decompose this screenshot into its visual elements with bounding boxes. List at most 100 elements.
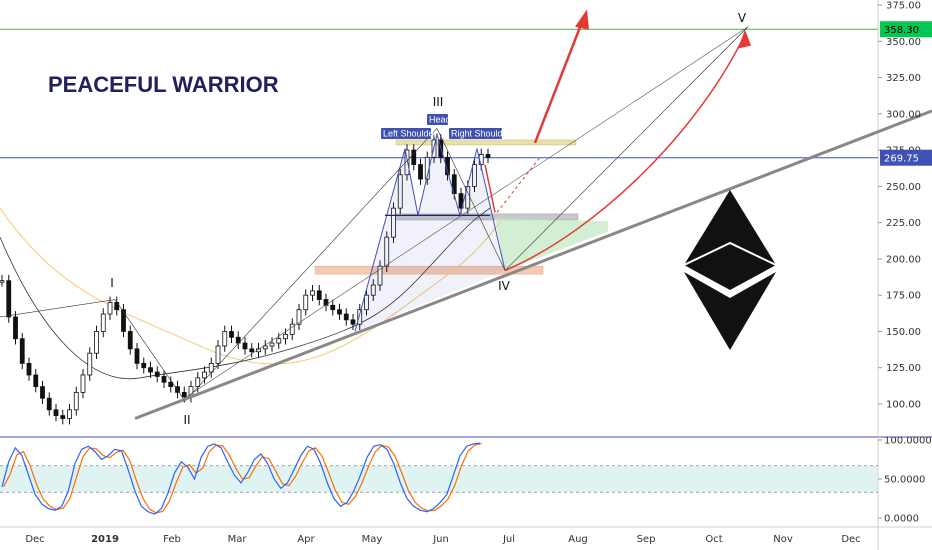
candle-body xyxy=(195,377,201,387)
ethereum-logo-top xyxy=(684,190,776,290)
candle-body xyxy=(26,362,32,376)
candle-body xyxy=(249,348,255,353)
pattern-tag-bg xyxy=(427,114,448,125)
candle-body xyxy=(19,338,25,364)
candle-body xyxy=(256,348,261,353)
stoch-tick-100.0000: 100.0000 xyxy=(884,436,932,447)
candle-body xyxy=(134,348,140,364)
x-tick-4: Apr xyxy=(297,534,315,545)
projection-curve xyxy=(504,33,746,272)
candle-body xyxy=(127,331,133,350)
candle-body xyxy=(13,316,18,340)
y-tick-225.00: 225.00 xyxy=(886,218,921,229)
target-zone xyxy=(495,218,608,271)
candle-body xyxy=(411,149,417,166)
candle-body xyxy=(357,309,363,325)
breakout-arrow xyxy=(533,19,585,144)
candle-body xyxy=(289,323,295,335)
candle-body xyxy=(46,397,52,411)
pattern-tag-2: Right Shoulder xyxy=(451,129,511,139)
wave-label-III: III xyxy=(433,95,444,109)
head-shoulders-pattern xyxy=(354,132,506,332)
y-tick-150.00: 150.00 xyxy=(886,327,921,338)
candle-body xyxy=(60,415,66,419)
candle-body xyxy=(276,338,282,344)
candle-body xyxy=(303,294,309,311)
candle-body xyxy=(364,294,369,311)
x-tick-9: Sep xyxy=(637,534,656,545)
wave-label-V: V xyxy=(738,11,747,25)
candle-body xyxy=(175,386,180,393)
stoch-d-line xyxy=(2,442,482,514)
candle-body xyxy=(121,309,126,332)
y-tick-250.00: 250.00 xyxy=(886,182,921,193)
wave-label-IV: IV xyxy=(498,279,511,293)
candle-body xyxy=(100,313,106,332)
y-tick-125.00: 125.00 xyxy=(886,363,921,374)
candle-body xyxy=(391,207,396,238)
candle-body xyxy=(337,309,342,315)
x-tick-5: May xyxy=(362,534,383,545)
support-trendline xyxy=(134,109,932,420)
y-tick-100.00: 100.00 xyxy=(886,400,921,411)
candle-body xyxy=(323,299,329,306)
price-tag-green: 358.30 xyxy=(884,25,919,36)
candle-body xyxy=(53,409,59,417)
elliott-wave-path xyxy=(0,128,438,402)
support-zone xyxy=(314,265,544,275)
candle-body xyxy=(262,345,268,350)
candle-body xyxy=(67,409,72,419)
x-tick-3: Mar xyxy=(228,534,248,545)
candle-body xyxy=(40,386,45,399)
ethereum-logo-facet xyxy=(683,241,777,266)
candle-body xyxy=(80,374,86,393)
price-tag-blue-bg xyxy=(880,149,932,166)
price-tag-blue: 269.75 xyxy=(884,154,919,165)
y-tick-300.00: 300.00 xyxy=(886,109,921,120)
y-tick-350.00: 350.00 xyxy=(886,37,921,48)
candle-body xyxy=(242,342,248,350)
x-tick-0: Dec xyxy=(25,534,44,545)
candle-body xyxy=(316,290,322,300)
candle-body xyxy=(168,381,174,387)
price-tag-green-bg xyxy=(880,21,932,38)
candle-body xyxy=(384,236,390,267)
candle-body xyxy=(377,265,383,286)
candle-body xyxy=(148,367,153,373)
candle-body xyxy=(215,345,221,364)
pattern-tag-0: Left Shoulder xyxy=(383,129,437,139)
candle-body xyxy=(94,331,99,354)
x-tick-1: 2019 xyxy=(91,534,119,545)
candle-body xyxy=(141,362,147,369)
candle-body xyxy=(283,333,288,340)
resistance-zone xyxy=(395,139,577,146)
candle-body xyxy=(458,193,464,209)
moving-average-short xyxy=(0,207,491,380)
x-tick-2: Feb xyxy=(163,534,181,545)
candle-body xyxy=(397,174,403,209)
elliott-wave-v-leg xyxy=(504,26,749,271)
stoch-tick-50.0000: 50.0000 xyxy=(884,475,925,486)
candle-body xyxy=(330,304,336,311)
x-tick-12: Dec xyxy=(841,534,860,545)
projection-arrowhead xyxy=(738,29,751,49)
x-tick-7: Jul xyxy=(502,534,515,545)
x-tick-6: Jun xyxy=(432,534,449,545)
candle-body xyxy=(229,331,234,338)
pattern-tag-bg xyxy=(381,128,431,139)
candle-body xyxy=(107,302,113,315)
x-tick-8: Aug xyxy=(568,534,588,545)
candle-body xyxy=(87,352,93,376)
candle-body xyxy=(269,342,275,347)
candle-body xyxy=(445,156,450,176)
candle-body xyxy=(0,280,5,283)
candle-body xyxy=(485,154,491,158)
candle-body xyxy=(154,371,160,377)
candle-body xyxy=(202,371,207,379)
candle-body xyxy=(350,319,356,325)
candle-body xyxy=(33,374,39,387)
stoch-k-line xyxy=(1,442,481,515)
